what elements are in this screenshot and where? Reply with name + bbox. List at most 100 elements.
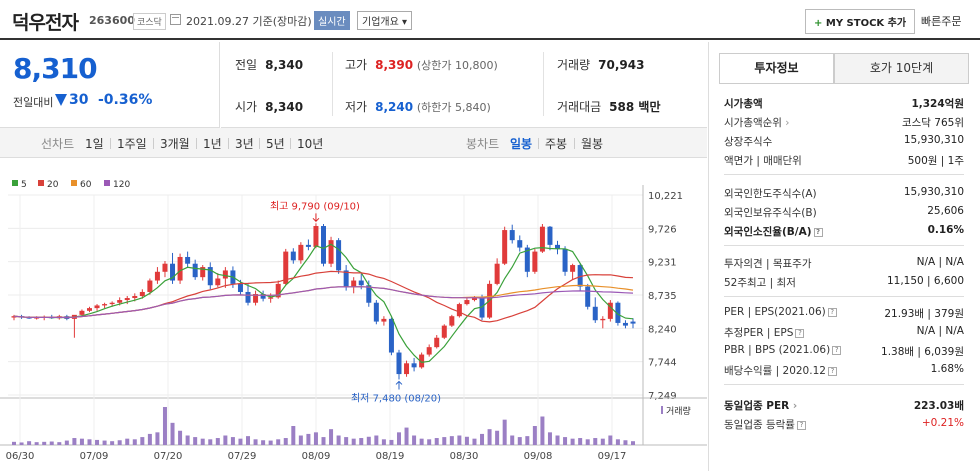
info-row: 52주최고 | 최저 11,150 | 6,600 bbox=[724, 275, 964, 291]
help-icon[interactable]: ? bbox=[813, 227, 823, 237]
candle-body bbox=[592, 306, 598, 321]
volume-bar bbox=[125, 438, 130, 445]
volume-bar bbox=[344, 437, 349, 445]
divider bbox=[196, 138, 197, 149]
candle-body bbox=[426, 347, 432, 355]
period-1d[interactable]: 1일 bbox=[85, 137, 104, 151]
period-5y[interactable]: 5년 bbox=[266, 137, 285, 151]
candle-body bbox=[622, 322, 628, 326]
period-3m[interactable]: 3개월 bbox=[160, 137, 190, 151]
volume-bar bbox=[193, 437, 198, 445]
help-icon[interactable]: ? bbox=[796, 420, 806, 430]
candle-body bbox=[132, 296, 138, 299]
help-icon[interactable]: ? bbox=[827, 307, 837, 317]
period-1y[interactable]: 1년 bbox=[203, 137, 222, 151]
tab-order-book[interactable]: 호가 10단계 bbox=[834, 53, 969, 84]
candle-body bbox=[275, 283, 281, 298]
candle-body bbox=[79, 310, 85, 315]
chevron-right-icon[interactable]: › bbox=[781, 117, 790, 129]
volume-bar bbox=[404, 427, 409, 445]
volume-bar bbox=[532, 426, 537, 445]
info-row: 외국인소진율(B/A)? 0.16% bbox=[724, 224, 964, 240]
info-label[interactable]: 시가총액순위 › bbox=[724, 117, 790, 129]
volume-bar bbox=[178, 430, 183, 445]
info-row: 시가총액 1,324억원 bbox=[724, 96, 964, 112]
info-row: 액면가 | 매매단위 500원 | 1주 bbox=[724, 153, 964, 169]
candle-body bbox=[358, 280, 364, 286]
x-tick-label: 06/30 bbox=[6, 451, 35, 462]
y-tick-label: 7,249 bbox=[648, 391, 677, 402]
divider bbox=[290, 138, 291, 149]
info-label: 52주최고 | 최저 bbox=[724, 277, 796, 289]
stat-label: 고가 bbox=[345, 58, 368, 72]
volume-bar bbox=[525, 436, 530, 445]
legend-swatch bbox=[12, 180, 18, 186]
candle-body bbox=[207, 267, 213, 286]
divider bbox=[110, 138, 111, 149]
realtime-button[interactable]: 실시간 bbox=[314, 11, 350, 30]
info-label: 액면가 | 매매단위 bbox=[724, 155, 802, 167]
tab-investment-info[interactable]: 투자정보 bbox=[719, 53, 834, 84]
candle-daily[interactable]: 일봉 bbox=[510, 137, 533, 151]
add-my-stock-button[interactable]: + MY STOCK 추가 bbox=[805, 9, 916, 34]
info-label[interactable]: 동일업종 등락률? bbox=[724, 417, 806, 432]
help-icon[interactable]: ? bbox=[795, 328, 805, 338]
candle-body bbox=[517, 240, 523, 248]
volume-bar bbox=[585, 439, 590, 445]
volume-bar bbox=[27, 441, 32, 445]
stat-label: 거래대금 bbox=[557, 100, 602, 114]
period-10y[interactable]: 10년 bbox=[297, 137, 324, 151]
chevron-right-icon[interactable]: › bbox=[789, 400, 798, 412]
date-text: 2021.09.27 기준(장마감) bbox=[186, 15, 312, 28]
line-chart-label: 선차트 bbox=[41, 137, 75, 151]
candle-body bbox=[34, 317, 40, 319]
legend-label: 60 bbox=[80, 180, 92, 190]
info-label[interactable]: 배당수익률 | 2020.12? bbox=[724, 363, 837, 378]
candle-body bbox=[411, 363, 417, 368]
stat-value: 70,943 bbox=[598, 58, 645, 72]
info-value: 코스닥 765위 bbox=[901, 117, 964, 129]
candle-body bbox=[185, 256, 191, 264]
low-annotation: 최저 7,480 (08/20) bbox=[351, 392, 441, 404]
stock-header: 덕우전자 263600 코스닥 2021.09.27 기준(장마감) 실시간 기… bbox=[0, 0, 980, 40]
high-annotation: 최고 9,790 (09/10) bbox=[270, 200, 360, 212]
company-info-dropdown[interactable]: 기업개요 ▾ bbox=[357, 11, 412, 30]
candle-weekly[interactable]: 주봉 bbox=[545, 137, 568, 151]
candle-body bbox=[366, 285, 372, 303]
info-label[interactable]: PBR | BPS (2021.06)? bbox=[724, 344, 842, 356]
x-tick-label: 07/20 bbox=[154, 451, 183, 462]
moving-average-line bbox=[13, 243, 634, 364]
stat-value: 8,390 bbox=[375, 58, 414, 72]
candle-body bbox=[162, 263, 168, 272]
stat-label: 저가 bbox=[345, 100, 368, 114]
quick-order-link[interactable]: 빠른주문 bbox=[921, 15, 962, 28]
volume-bar bbox=[442, 437, 447, 445]
candle-body bbox=[600, 318, 606, 321]
info-label[interactable]: PER | EPS(2021.06)? bbox=[724, 306, 837, 318]
help-icon[interactable]: ? bbox=[832, 345, 842, 355]
volume-bar bbox=[276, 439, 281, 445]
volume-bar bbox=[313, 432, 318, 445]
info-label[interactable]: 추정PER | EPS? bbox=[724, 325, 805, 340]
candle-body bbox=[456, 304, 462, 317]
volume-bar bbox=[132, 439, 137, 445]
candle-body bbox=[298, 244, 304, 261]
help-icon[interactable]: ? bbox=[827, 366, 837, 376]
info-row: 시가총액순위 › 코스닥 765위 bbox=[724, 115, 964, 131]
volume-bar bbox=[170, 422, 175, 445]
current-price-block: 8,310 전일대비 30 -0.36% bbox=[0, 42, 220, 128]
info-label[interactable]: 외국인소진율(B/A)? bbox=[724, 224, 823, 239]
info-label[interactable]: 동일업종 PER › bbox=[724, 400, 798, 412]
candle-body bbox=[404, 363, 410, 375]
volume-bar bbox=[155, 432, 160, 445]
volume-bar bbox=[396, 432, 401, 445]
period-3y[interactable]: 3년 bbox=[235, 137, 254, 151]
period-1w[interactable]: 1주일 bbox=[117, 137, 147, 151]
candle-body bbox=[200, 267, 206, 278]
info-value: 15,930,310 bbox=[903, 134, 964, 146]
candle-monthly[interactable]: 월봉 bbox=[581, 137, 604, 151]
info-row: 추정PER | EPS? N/A | N/A bbox=[724, 325, 964, 341]
volume-bar bbox=[117, 440, 122, 445]
info-row: 외국인한도주식수(A) 15,930,310 bbox=[724, 186, 964, 202]
